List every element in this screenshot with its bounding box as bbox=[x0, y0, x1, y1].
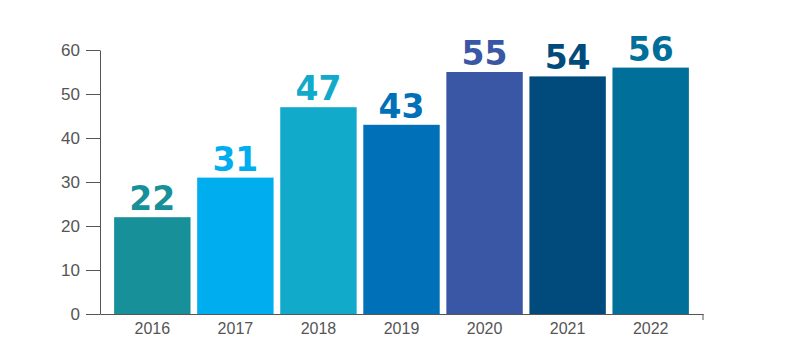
y-tick-label: 60 bbox=[61, 41, 80, 60]
y-tick-mark bbox=[86, 138, 100, 139]
x-tick: 2022 bbox=[633, 314, 669, 337]
bar bbox=[197, 178, 273, 314]
y-tick-label: 40 bbox=[61, 129, 80, 148]
y-axis: 0 10 20 30 40 50 60 bbox=[61, 41, 100, 324]
data-label: 22 bbox=[129, 179, 175, 218]
y-tick-label: 30 bbox=[61, 173, 80, 192]
y-tick-mark bbox=[86, 226, 100, 227]
data-labels: 22 31 47 43 55 54 56 bbox=[129, 30, 673, 219]
y-tick-mark bbox=[86, 270, 100, 271]
x-tick-label: 2021 bbox=[550, 320, 586, 337]
y-tick: 10 bbox=[61, 261, 100, 280]
x-tick-label: 2022 bbox=[633, 320, 669, 337]
data-label: 43 bbox=[379, 87, 425, 126]
x-tick: 2019 bbox=[384, 314, 420, 337]
data-label: 54 bbox=[545, 38, 591, 77]
y-tick: 0 bbox=[71, 305, 100, 324]
x-tick-label: 2016 bbox=[135, 320, 171, 337]
y-tick-mark bbox=[86, 50, 100, 51]
y-tick-label: 10 bbox=[61, 261, 80, 280]
x-tick: 2020 bbox=[467, 314, 503, 337]
y-tick: 40 bbox=[61, 129, 100, 148]
x-axis-line bbox=[101, 314, 704, 315]
data-label: 31 bbox=[212, 140, 258, 179]
x-tick-label: 2017 bbox=[218, 320, 254, 337]
y-tick: 30 bbox=[61, 173, 100, 192]
y-tick: 60 bbox=[61, 41, 100, 60]
x-tick-label: 2020 bbox=[467, 320, 503, 337]
data-label: 47 bbox=[295, 69, 341, 108]
x-tick: 2017 bbox=[218, 314, 254, 337]
y-tick-mark bbox=[86, 94, 100, 95]
chart: 0 10 20 30 40 50 60 2016 2017 2018 2019 2020 2021 202… bbox=[0, 0, 802, 342]
data-label: 56 bbox=[628, 30, 674, 69]
data-label: 55 bbox=[462, 34, 508, 73]
bar bbox=[114, 217, 190, 314]
y-tick-mark bbox=[86, 182, 100, 183]
bar bbox=[280, 107, 356, 314]
y-tick-label: 20 bbox=[61, 217, 80, 236]
bar bbox=[612, 68, 688, 314]
x-axis-end-tick bbox=[703, 314, 704, 320]
x-tick-label: 2018 bbox=[301, 320, 337, 337]
x-tick: 2016 bbox=[135, 314, 171, 337]
y-tick-label: 50 bbox=[61, 85, 80, 104]
y-tick: 20 bbox=[61, 217, 100, 236]
x-tick: 2018 bbox=[301, 314, 337, 337]
y-tick-label: 0 bbox=[71, 305, 80, 324]
y-tick-mark bbox=[86, 314, 100, 315]
bar bbox=[363, 125, 439, 314]
y-tick: 50 bbox=[61, 85, 100, 104]
bar bbox=[446, 72, 522, 314]
bars bbox=[114, 68, 689, 314]
y-axis-line bbox=[100, 51, 101, 315]
x-axis: 2016 2017 2018 2019 2020 2021 2022 bbox=[101, 314, 704, 337]
x-tick-label: 2019 bbox=[384, 320, 420, 337]
bar bbox=[529, 76, 605, 314]
x-tick: 2021 bbox=[550, 314, 586, 337]
